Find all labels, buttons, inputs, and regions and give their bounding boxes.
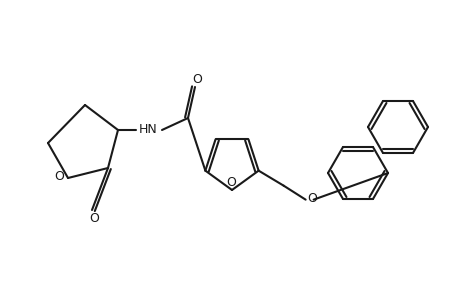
Text: O: O: [192, 73, 202, 85]
Text: O: O: [307, 192, 317, 205]
Text: HN: HN: [138, 122, 157, 136]
Text: O: O: [225, 176, 235, 188]
Text: O: O: [89, 212, 99, 224]
Text: O: O: [54, 169, 64, 182]
